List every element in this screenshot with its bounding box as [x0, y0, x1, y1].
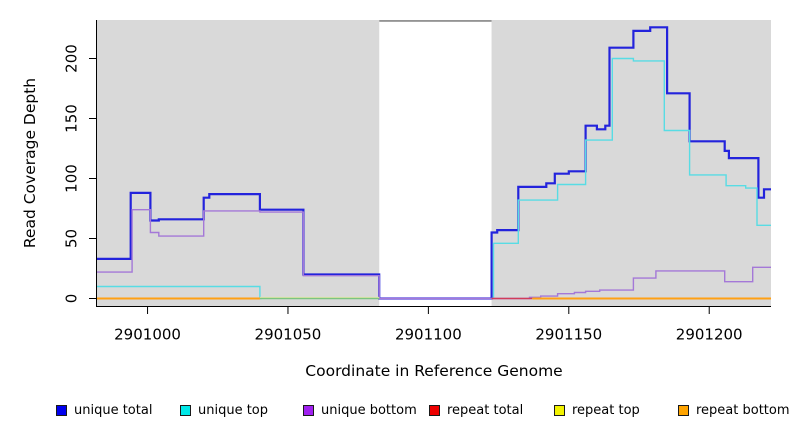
- series-line-unique_top: [491, 57, 771, 300]
- series-line-unique_bottom: [97, 209, 771, 300]
- legend-swatch-icon: [180, 404, 191, 416]
- y-tick-label: 50: [63, 229, 81, 248]
- legend-swatch-icon: [678, 404, 689, 416]
- legend-label: unique top: [198, 402, 269, 418]
- masked-region-band: [379, 20, 492, 306]
- legend-swatch-icon: [429, 404, 440, 416]
- legend-label: repeat total: [447, 402, 524, 418]
- x-tick-label: 2901100: [395, 326, 462, 344]
- legend-swatch-icon: [554, 404, 565, 416]
- x-tick-label: 2901050: [255, 326, 322, 344]
- legend-item: unique total: [56, 401, 152, 419]
- legend-label: repeat bottom: [696, 402, 790, 418]
- legend-item: repeat total: [429, 401, 523, 419]
- x-axis-title: Coordinate in Reference Genome: [305, 362, 563, 380]
- x-tick-label: 2901200: [676, 326, 743, 344]
- series-line-unique_total: [97, 26, 771, 300]
- x-tick-label: 2901150: [535, 326, 602, 344]
- legend-item: unique top: [180, 401, 268, 419]
- legend-label: unique bottom: [321, 402, 417, 418]
- legend-item: unique bottom: [303, 401, 417, 419]
- legend-label: unique total: [74, 402, 153, 418]
- y-tick-label: 100: [63, 164, 81, 193]
- legend-item: repeat bottom: [678, 401, 790, 419]
- y-axis-title: Read Coverage Depth: [21, 77, 39, 249]
- legend-swatch-icon: [56, 404, 67, 416]
- legend-label: repeat top: [572, 402, 640, 418]
- y-tick-label: 150: [63, 104, 81, 133]
- y-tick-label: 0: [63, 294, 81, 304]
- x-tick-label: 2901000: [114, 326, 181, 344]
- legend-swatch-icon: [303, 404, 314, 416]
- legend-item: repeat top: [554, 401, 640, 419]
- y-tick-label: 200: [63, 44, 81, 73]
